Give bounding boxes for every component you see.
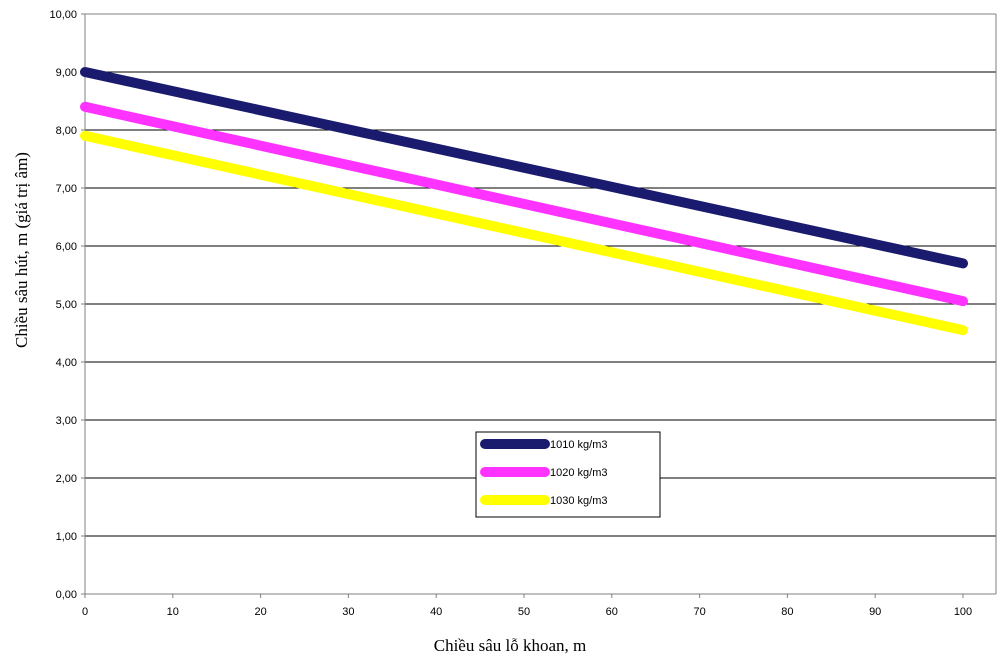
x-tick-label: 40 <box>430 606 442 618</box>
y-tick-label: 6,00 <box>56 241 77 253</box>
y-tick-label: 4,00 <box>56 357 77 369</box>
x-tick-label: 30 <box>342 606 354 618</box>
x-tick-label: 100 <box>954 606 972 618</box>
x-tick-label: 50 <box>518 606 530 618</box>
y-ticks: 0,00 1,00 2,00 3,00 4,00 5,00 6,00 7,00 8,00 9,00… <box>49 9 85 601</box>
y-tick-label: 3,00 <box>56 415 77 427</box>
legend-label-1: 1010 kg/m3 <box>550 439 607 451</box>
x-ticks: 0 10 20 30 40 50 60 70 80 90 100 <box>82 594 972 618</box>
x-tick-label: 20 <box>254 606 266 618</box>
x-tick-label: 60 <box>606 606 618 618</box>
series-line-3 <box>80 130 968 336</box>
x-tick-label: 70 <box>693 606 705 618</box>
y-tick-label: 5,00 <box>56 299 77 311</box>
series-lines <box>80 67 968 336</box>
legend-label-3: 1030 kg/m3 <box>550 495 607 507</box>
y-tick-label: 8,00 <box>56 125 77 137</box>
legend-label-2: 1020 kg/m3 <box>550 467 607 479</box>
x-tick-label: 10 <box>167 606 179 618</box>
y-axis-title: Chiều sâu hút, m (giá trị âm) <box>12 152 31 348</box>
series-line-1 <box>80 67 968 269</box>
y-tick-label: 9,00 <box>56 67 77 79</box>
x-tick-label: 80 <box>781 606 793 618</box>
x-tick-label: 90 <box>869 606 881 618</box>
y-tick-label: 7,00 <box>56 183 77 195</box>
y-tick-label: 0,00 <box>56 589 77 601</box>
gridlines <box>85 13 996 537</box>
y-tick-label: 1,00 <box>56 531 77 543</box>
y-tick-label: 2,00 <box>56 473 77 485</box>
x-axis-title: Chiều sâu lỗ khoan, m <box>434 636 587 655</box>
legend: 1010 kg/m3 1020 kg/m3 1030 kg/m3 <box>475 431 661 518</box>
series-line-2 <box>80 101 968 307</box>
x-tick-label: 0 <box>82 606 88 618</box>
y-tick-label: 10,00 <box>49 9 77 21</box>
